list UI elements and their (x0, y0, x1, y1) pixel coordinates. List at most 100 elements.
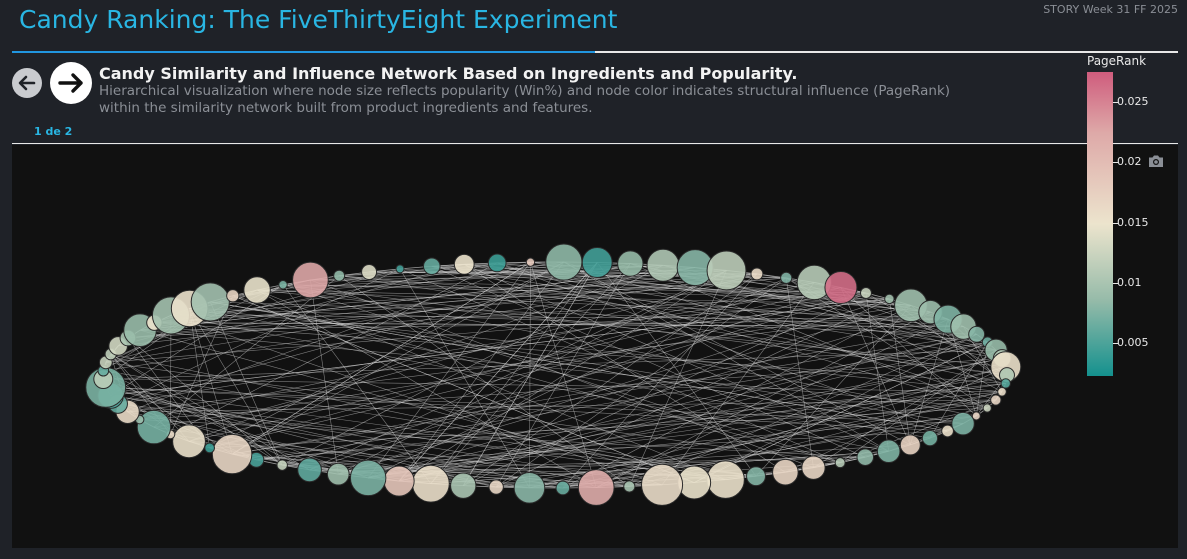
candy-node[interactable] (577, 469, 615, 506)
next-button[interactable] (50, 62, 92, 104)
candy-node[interactable] (411, 464, 450, 503)
network-edge (105, 267, 696, 363)
candy-node[interactable] (968, 325, 986, 343)
network-edge (629, 270, 727, 487)
candy-node[interactable] (746, 466, 766, 487)
candy-node[interactable] (545, 243, 583, 281)
candy-node[interactable] (450, 472, 477, 499)
candy-node[interactable] (422, 257, 441, 276)
candy-node[interactable] (487, 253, 507, 273)
network-edge (839, 350, 997, 463)
network-edge (497, 262, 948, 432)
candy-node[interactable] (226, 289, 240, 303)
candy-node[interactable] (856, 448, 875, 466)
network-edge (170, 262, 498, 435)
candy-node[interactable] (326, 462, 350, 486)
candy-node[interactable] (488, 479, 504, 495)
story-title: Candy Ranking: The FiveThirtyEight Exper… (19, 5, 618, 34)
candy-node[interactable] (899, 434, 921, 456)
candy-node[interactable] (706, 460, 745, 499)
network-edge (232, 334, 977, 455)
candy-node[interactable] (204, 442, 215, 454)
candy-node[interactable] (172, 424, 206, 459)
candy-node[interactable] (190, 282, 230, 322)
candy-node[interactable] (276, 459, 288, 471)
candy-node[interactable] (824, 270, 858, 304)
candy-node[interactable] (859, 286, 873, 300)
camera-icon (1149, 155, 1163, 167)
candy-node[interactable] (136, 409, 172, 445)
candy-node[interactable] (834, 457, 846, 469)
page-indicator[interactable]: 1 de 2 (34, 125, 73, 138)
candy-node[interactable] (525, 257, 536, 267)
candy-node[interactable] (297, 457, 322, 483)
candy-node[interactable] (617, 250, 644, 277)
network-edge (257, 289, 949, 320)
candy-node[interactable] (349, 459, 387, 497)
candy-node[interactable] (772, 458, 799, 486)
network-edge (368, 374, 1008, 479)
candy-node[interactable] (211, 433, 253, 475)
network-edge (209, 301, 283, 466)
network-edge (154, 322, 1006, 384)
candy-node[interactable] (581, 247, 613, 278)
candy-node[interactable] (641, 463, 684, 506)
candy-node[interactable] (278, 280, 288, 290)
colorbar-tick-mark (1113, 102, 1118, 104)
network-edges (102, 261, 1008, 489)
network-edge (463, 273, 758, 486)
colorbar-tick-mark (1113, 343, 1118, 345)
candy-node[interactable] (623, 480, 636, 493)
network-edge (170, 273, 758, 435)
candy-node[interactable] (990, 394, 1002, 406)
network-edge (596, 262, 757, 477)
candy-node[interactable] (395, 264, 405, 274)
candy-node[interactable] (876, 439, 901, 464)
network-edge (786, 277, 988, 409)
network-edge (368, 383, 1006, 479)
candy-node[interactable] (361, 264, 378, 280)
network-edge (127, 337, 283, 466)
network-edge (103, 370, 757, 477)
candy-node[interactable] (941, 424, 954, 438)
candy-node[interactable] (555, 480, 571, 496)
network-edge (127, 270, 727, 339)
network-edge (170, 315, 949, 320)
candy-node[interactable] (921, 429, 939, 447)
network-edge (103, 378, 369, 479)
network-edge (170, 295, 234, 435)
candy-node[interactable] (243, 276, 271, 304)
candy-node[interactable] (780, 271, 793, 285)
candy-node[interactable] (951, 411, 975, 436)
candy-node[interactable] (383, 465, 415, 497)
network-edge (210, 301, 964, 327)
camera-button[interactable] (1148, 153, 1164, 172)
header-divider (12, 51, 1178, 53)
network-nodes (85, 243, 1022, 506)
candy-node[interactable] (453, 253, 475, 275)
candy-node[interactable] (333, 269, 346, 282)
story-label: STORY Week 31 FF 2025 (1043, 3, 1178, 16)
candy-node[interactable] (982, 403, 992, 413)
candy-node[interactable] (971, 411, 981, 421)
candy-node[interactable] (801, 455, 826, 480)
previous-button[interactable] (12, 68, 42, 98)
network-edge (110, 298, 890, 396)
network-edge (189, 308, 233, 455)
colorbar-tick-label: 0.015 (1117, 215, 1149, 229)
candy-node[interactable] (1000, 378, 1011, 389)
candy-node[interactable] (997, 386, 1007, 397)
candy-node[interactable] (750, 267, 764, 281)
network-edge (139, 329, 695, 483)
network-edge (338, 415, 977, 475)
network-edge (399, 358, 1003, 482)
candy-node[interactable] (513, 472, 546, 504)
candy-node[interactable] (884, 293, 895, 305)
network-edge (282, 265, 664, 466)
network-edge (339, 275, 1008, 376)
viz-divider (12, 143, 1178, 144)
network-visualization (12, 145, 1178, 548)
candy-node[interactable] (706, 250, 747, 291)
candy-node[interactable] (292, 261, 329, 299)
candy-node[interactable] (646, 248, 680, 282)
